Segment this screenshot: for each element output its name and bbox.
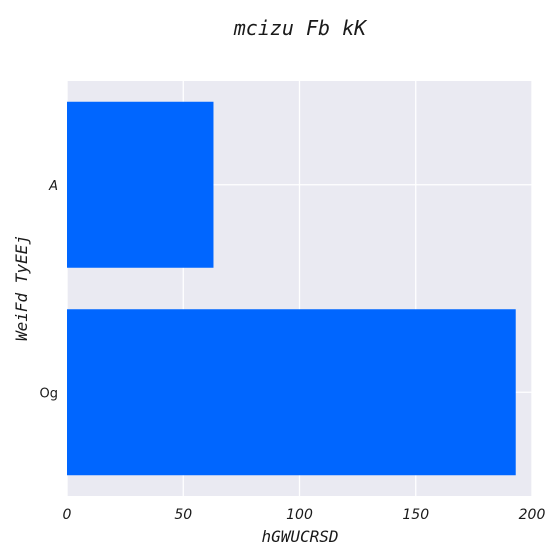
- x-tick-label: 100: [286, 507, 313, 523]
- x-tick-label: 150: [402, 507, 429, 523]
- x-axis-label: hGWUCRSD: [261, 527, 338, 546]
- bar-og: [67, 309, 516, 476]
- y-axis-label: WeiFd TyEEj: [12, 235, 31, 341]
- bar-a: [67, 101, 214, 268]
- y-tick-label: Og: [40, 386, 58, 401]
- y-tick-labels: A Og: [40, 179, 58, 402]
- x-tick-label: 0: [63, 507, 72, 523]
- x-tick-label: 50: [174, 507, 192, 523]
- chart-title: mcizu Fb kK: [233, 16, 368, 40]
- y-tick-label: A: [48, 179, 58, 194]
- bars: [67, 101, 516, 476]
- x-tick-labels: 0 50 100 150 200: [63, 507, 546, 523]
- x-tick-label: 200: [519, 507, 546, 523]
